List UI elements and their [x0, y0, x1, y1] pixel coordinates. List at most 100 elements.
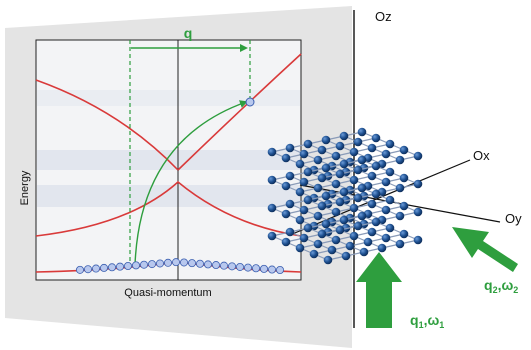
lattice-atom	[299, 205, 309, 215]
lattice-atom	[285, 199, 295, 209]
lattice-atom	[353, 137, 363, 147]
lattice-atom	[299, 149, 309, 159]
lattice-atom	[339, 215, 349, 225]
lattice-atom	[335, 169, 345, 179]
electron	[155, 259, 164, 268]
lattice-atom	[313, 239, 323, 249]
electron	[171, 258, 180, 267]
lattice-atom	[303, 139, 313, 149]
lattice-atom	[299, 233, 309, 243]
lattice-atom	[321, 135, 331, 145]
lattice-atom	[357, 183, 367, 193]
lattice-atom	[413, 207, 423, 217]
lattice-atom	[313, 155, 323, 165]
lattice-atom	[413, 179, 423, 189]
electron	[139, 260, 148, 269]
lattice-atom	[321, 219, 331, 229]
lattice-atom	[353, 221, 363, 231]
band-curve-middle	[35, 180, 302, 237]
beam-1-q-sub: 1	[419, 320, 424, 330]
beam-1-omega: ω	[427, 312, 439, 328]
lattice-atom	[267, 147, 277, 157]
lattice-atom	[267, 231, 277, 241]
electron	[131, 261, 140, 270]
lattice-atom	[331, 235, 341, 245]
electron	[219, 261, 228, 270]
lattice-atom	[267, 203, 277, 213]
lattice-atom	[395, 183, 405, 193]
lattice-atom	[339, 187, 349, 197]
beam-2-q-sub: 2	[493, 285, 498, 295]
electron	[259, 264, 268, 273]
lattice-atom	[267, 175, 277, 185]
lattice-atom	[395, 211, 405, 221]
lattice-atom	[367, 227, 377, 237]
electron	[84, 265, 93, 274]
lattice-atom	[303, 195, 313, 205]
lattice-atom	[385, 195, 395, 205]
lattice-atom	[321, 191, 331, 201]
lattice-atom	[381, 233, 391, 243]
electron-row	[76, 258, 284, 274]
lattice-atom	[321, 163, 331, 173]
excited-electron	[245, 97, 255, 107]
lattice-atom	[381, 149, 391, 159]
electron	[163, 258, 172, 267]
lattice-atom	[295, 243, 305, 253]
oz-label: Oz	[375, 9, 392, 24]
gap-band-lower	[37, 185, 300, 207]
beam-1-omega-sub: 1	[439, 320, 444, 330]
electron	[147, 260, 156, 269]
gap-band-top	[37, 90, 300, 106]
lattice-atom	[281, 153, 291, 163]
beam-1-q: q	[410, 312, 419, 328]
lattice-atom	[281, 181, 291, 191]
lattice-atom	[349, 203, 359, 213]
lattice-atom	[331, 151, 341, 161]
lattice-atom	[313, 211, 323, 221]
oy-label: Oy	[505, 211, 522, 226]
lattice-atom	[295, 215, 305, 225]
lattice-atom	[285, 143, 295, 153]
electron	[267, 265, 276, 274]
lattice-atom	[303, 167, 313, 177]
lattice-atom	[335, 141, 345, 151]
lattice-atom	[399, 201, 409, 211]
atomic-lattice	[267, 127, 423, 265]
lattice-atom	[399, 173, 409, 183]
lattice-atom	[367, 199, 377, 209]
lattice-atom	[331, 207, 341, 217]
lattice-atom	[285, 171, 295, 181]
beam-2-arrow	[452, 227, 518, 272]
ox-axis	[289, 159, 471, 236]
lattice-atom	[299, 177, 309, 187]
beam-2-label: q2,ω2	[484, 277, 518, 295]
lattice-atom	[371, 161, 381, 171]
lattice-atom	[317, 145, 327, 155]
lattice-atom	[339, 159, 349, 169]
lattice-atom	[367, 171, 377, 181]
electron	[108, 263, 117, 272]
lattice-atom	[357, 127, 367, 137]
lattice-atom	[353, 165, 363, 175]
electron	[92, 264, 101, 273]
lattice-atom	[385, 139, 395, 149]
beam-1-arrow	[356, 252, 402, 328]
lattice-atom	[345, 241, 355, 251]
electron	[187, 259, 196, 268]
lattice-atom	[359, 247, 369, 257]
lattice-atom	[281, 237, 291, 247]
beam-2-omega: ω	[501, 277, 513, 293]
lattice-atom	[313, 183, 323, 193]
lattice-atom	[385, 167, 395, 177]
lattice-atom	[331, 179, 341, 189]
lattice-atom	[349, 147, 359, 157]
electron	[195, 259, 204, 268]
lattice-atom	[371, 189, 381, 199]
lattice-atom	[349, 175, 359, 185]
lattice-atom	[377, 243, 387, 253]
lattice-atom	[317, 229, 327, 239]
lattice-atom	[353, 193, 363, 203]
beam-2-sep: ,	[498, 277, 502, 293]
lattice-atom	[285, 227, 295, 237]
